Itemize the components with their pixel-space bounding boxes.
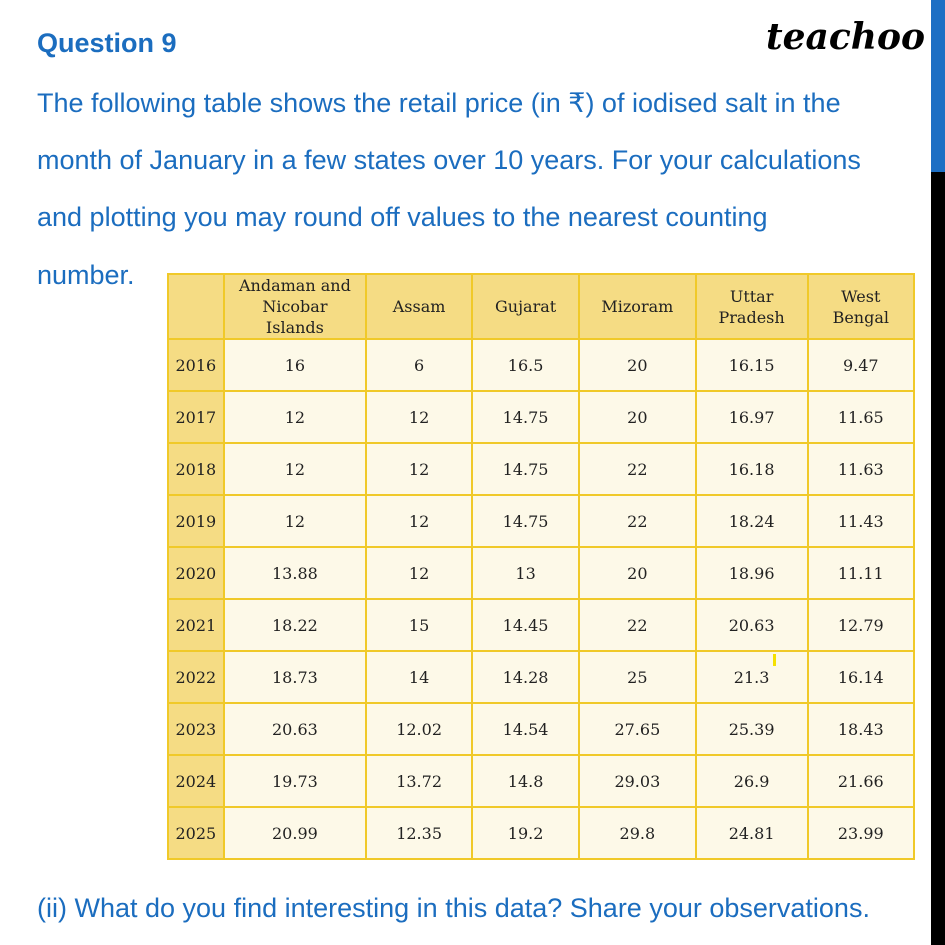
- price-cell: 14.45: [471, 598, 581, 652]
- year-cell: 2025: [167, 806, 225, 860]
- year-cell: 2024: [167, 754, 225, 808]
- sub-question: (ii) What do you find interesting in thi…: [37, 893, 870, 923]
- column-header: Assam: [365, 273, 474, 340]
- column-header: [167, 273, 225, 340]
- price-cell: 16: [222, 338, 368, 392]
- table-row: 2024 19.73 13.72 14.8 29.03 26.9 21.66: [167, 754, 916, 808]
- price-cell: 18.24: [694, 494, 809, 548]
- price-cell: 9.47: [806, 338, 916, 392]
- price-cell: 11.11: [806, 546, 916, 600]
- price-cell: 20.63: [222, 702, 368, 756]
- price-cell: 16.5: [471, 338, 581, 392]
- price-cell: 11.63: [806, 442, 916, 496]
- price-cell: 16.14: [806, 650, 916, 704]
- year-cell: 2016: [167, 338, 225, 392]
- price-cell: 14.75: [471, 390, 581, 444]
- year-cell: 2018: [167, 442, 225, 496]
- year-cell: 2017: [167, 390, 225, 444]
- table-row: 2023 20.63 12.02 14.54 27.65 25.39 18.43: [167, 702, 916, 756]
- question-line: number.: [37, 260, 135, 290]
- year-cell: 2022: [167, 650, 225, 704]
- price-cell: 14: [365, 650, 474, 704]
- column-header: Mizoram: [578, 273, 697, 340]
- column-header: Uttar Pradesh: [694, 273, 809, 340]
- column-header: West Bengal: [806, 273, 916, 340]
- price-cell: 11.65: [806, 390, 916, 444]
- price-cell: 22: [578, 494, 697, 548]
- price-cell: 25: [578, 650, 697, 704]
- price-cell: 29.8: [578, 806, 697, 860]
- price-cell: 26.9: [694, 754, 809, 808]
- price-cell: 13: [471, 546, 581, 600]
- price-cell: 13.72: [365, 754, 474, 808]
- table-row: 2016 16 6 16.5 20 16.15 9.47: [167, 338, 916, 392]
- price-cell: 14.75: [471, 442, 581, 496]
- price-cell: 19.73: [222, 754, 368, 808]
- price-cell: 22: [578, 442, 697, 496]
- year-cell: 2020: [167, 546, 225, 600]
- price-cell: 12: [365, 546, 474, 600]
- table-row: 2018 12 12 14.75 22 16.18 11.63: [167, 442, 916, 496]
- question-title: Question 9: [37, 28, 177, 58]
- question-line: month of January in a few states over 10…: [37, 145, 861, 175]
- price-cell: 6: [365, 338, 474, 392]
- teachoo-logo: teachoo: [766, 16, 925, 58]
- price-cell: 29.03: [578, 754, 697, 808]
- price-cell: 16.15: [694, 338, 809, 392]
- price-cell: 23.99: [806, 806, 916, 860]
- question-line: The following table shows the retail pri…: [37, 88, 841, 118]
- year-cell: 2021: [167, 598, 225, 652]
- price-cell: 18.73: [222, 650, 368, 704]
- table-header-row: Andaman and Nicobar Islands Assam Gujarat M…: [167, 273, 916, 340]
- year-cell: 2023: [167, 702, 225, 756]
- price-cell: 18.43: [806, 702, 916, 756]
- price-cell: 12: [365, 442, 474, 496]
- price-cell: 12.79: [806, 598, 916, 652]
- highlight-mark: [773, 654, 776, 666]
- price-cell: 14.54: [471, 702, 581, 756]
- price-cell: 20: [578, 390, 697, 444]
- price-cell: 14.8: [471, 754, 581, 808]
- price-cell: 15: [365, 598, 474, 652]
- column-header: Gujarat: [471, 273, 581, 340]
- price-cell: 12: [365, 494, 474, 548]
- price-cell: 14.75: [471, 494, 581, 548]
- price-cell: 18.96: [694, 546, 809, 600]
- column-header: Andaman and Nicobar Islands: [222, 273, 368, 340]
- price-cell: 20: [578, 338, 697, 392]
- price-cell: 20.63: [694, 598, 809, 652]
- table-row: 2025 20.99 12.35 19.2 29.8 24.81 23.99: [167, 806, 916, 860]
- price-cell: 19.2: [471, 806, 581, 860]
- price-cell: 12: [222, 494, 368, 548]
- price-cell: 21.3: [694, 650, 809, 704]
- price-cell: 12.35: [365, 806, 474, 860]
- price-cell: 27.65: [578, 702, 697, 756]
- price-cell: 22: [578, 598, 697, 652]
- scrollbar-thumb[interactable]: [931, 0, 945, 172]
- scrollbar-track[interactable]: [931, 172, 945, 945]
- table-row: 2020 13.88 12 13 20 18.96 11.11: [167, 546, 916, 600]
- price-cell: 12.02: [365, 702, 474, 756]
- price-cell: 16.18: [694, 442, 809, 496]
- year-cell: 2019: [167, 494, 225, 548]
- price-cell: 14.28: [471, 650, 581, 704]
- price-cell: 12: [222, 390, 368, 444]
- salt-price-table: Andaman and Nicobar Islands Assam Gujarat M…: [167, 273, 916, 860]
- table-row: 2022 18.73 14 14.28 25 21.3 16.14: [167, 650, 916, 704]
- price-cell: 21.66: [806, 754, 916, 808]
- price-cell: 12: [365, 390, 474, 444]
- price-cell: 11.43: [806, 494, 916, 548]
- price-cell: 25.39: [694, 702, 809, 756]
- table-row: 2017 12 12 14.75 20 16.97 11.65: [167, 390, 916, 444]
- question-line: and plotting you may round off values to…: [37, 202, 768, 232]
- price-cell: 12: [222, 442, 368, 496]
- price-cell: 16.97: [694, 390, 809, 444]
- price-cell: 24.81: [694, 806, 809, 860]
- price-cell: 20: [578, 546, 697, 600]
- price-cell: 20.99: [222, 806, 368, 860]
- price-cell: 18.22: [222, 598, 368, 652]
- price-cell: 13.88: [222, 546, 368, 600]
- table-row: 2021 18.22 15 14.45 22 20.63 12.79: [167, 598, 916, 652]
- table-row: 2019 12 12 14.75 22 18.24 11.43: [167, 494, 916, 548]
